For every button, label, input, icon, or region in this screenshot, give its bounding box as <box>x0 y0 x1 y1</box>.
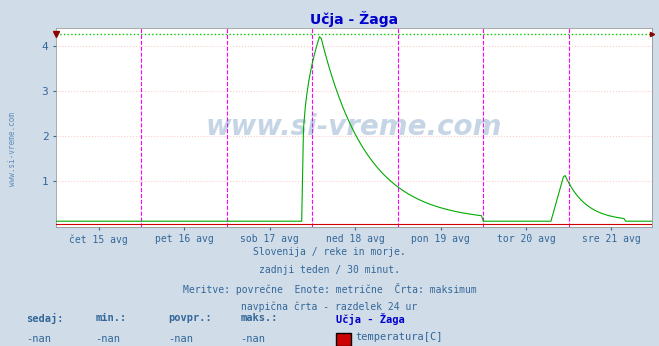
Text: Učja - Žaga: Učja - Žaga <box>336 313 405 325</box>
Text: Slovenija / reke in morje.: Slovenija / reke in morje. <box>253 247 406 257</box>
Text: temperatura[C]: temperatura[C] <box>356 333 444 342</box>
Text: povpr.:: povpr.: <box>168 313 212 323</box>
Text: -nan: -nan <box>26 334 51 344</box>
Text: navpična črta - razdelek 24 ur: navpična črta - razdelek 24 ur <box>241 301 418 312</box>
Text: -nan: -nan <box>168 334 193 344</box>
Text: min.:: min.: <box>96 313 127 323</box>
Text: zadnji teden / 30 minut.: zadnji teden / 30 minut. <box>259 265 400 275</box>
Text: maks.:: maks.: <box>241 313 278 323</box>
Text: -nan: -nan <box>96 334 121 344</box>
Text: -nan: -nan <box>241 334 266 344</box>
Text: sedaj:: sedaj: <box>26 313 64 324</box>
Text: Meritve: povrečne  Enote: metrične  Črta: maksimum: Meritve: povrečne Enote: metrične Črta: … <box>183 283 476 295</box>
Title: Učja - Žaga: Učja - Žaga <box>310 10 398 27</box>
Text: www.si-vreme.com: www.si-vreme.com <box>206 113 502 141</box>
Text: www.si-vreme.com: www.si-vreme.com <box>8 112 17 186</box>
